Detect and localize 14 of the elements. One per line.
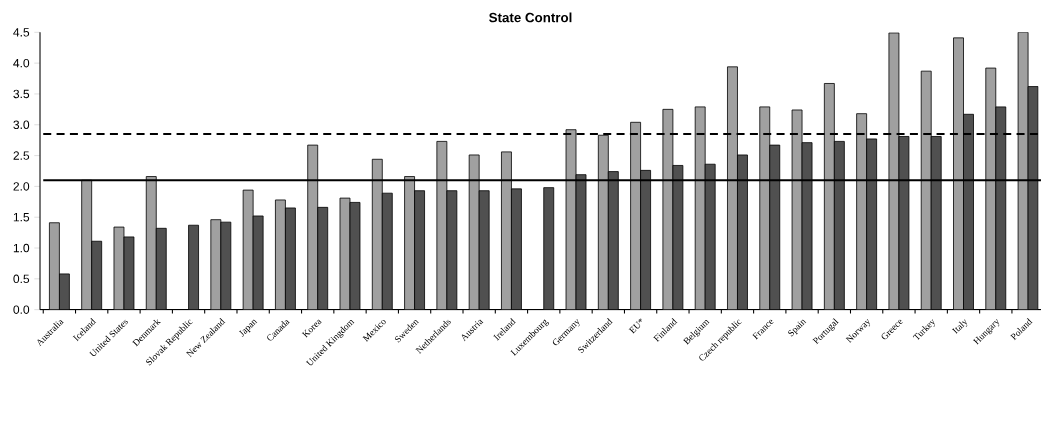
y-tick-label: 2.0	[13, 182, 30, 191]
x-tick-label: Italy	[951, 319, 968, 335]
bar	[543, 187, 555, 310]
chart-title: State Control	[489, 12, 572, 23]
y-tick-label: 0.5	[13, 274, 30, 284]
y-tick-label: 3.5	[13, 89, 30, 99]
y-tick-label: 3.0	[13, 120, 30, 130]
bar	[188, 224, 199, 310]
y-tick-label: 0.0	[13, 305, 30, 314]
y-tick-label: 2.5	[13, 151, 30, 160]
y-tick-label: 1.0	[13, 243, 30, 253]
y-tick-label: 1.5	[13, 213, 30, 222]
y-tick-label: 4.0	[13, 58, 30, 68]
y-tick-label: 4.5	[13, 28, 30, 37]
